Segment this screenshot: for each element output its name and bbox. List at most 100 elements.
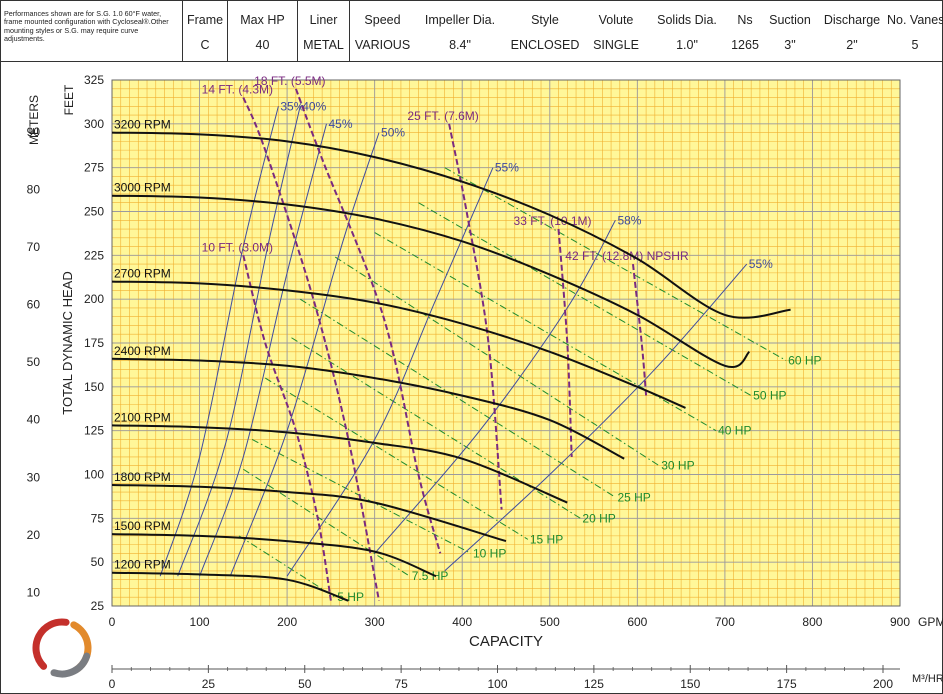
y-tick-label: 75 [91,511,105,525]
efficiency-label: 58% [617,213,641,227]
x-tick-label: 400 [452,615,472,629]
y2-tick-label: 70 [27,240,41,254]
spec-col-maxhp: Max HP 40 [227,0,297,61]
x2-tick-label: 50 [298,677,312,691]
y-tick-label: 300 [84,117,104,131]
y-tick-label: 150 [84,380,104,394]
y-unit-label: FEET [62,84,76,115]
speed-label: 3000 RPM [114,181,171,195]
spec-header: Liner [309,13,338,27]
spec-value: VARIOUS [354,38,411,52]
spec-col-discharge: Discharge 2" [817,0,887,61]
efficiency-label: 40% [302,99,326,113]
npshr-label: 42 FT. (12.8M) NPSHR [565,249,689,263]
npshr-curve [448,123,503,510]
y-tick-label: 275 [84,161,104,175]
x-axis-title: CAPACITY [469,633,543,650]
npshr-label: 25 FT. (7.6M) [407,109,478,123]
spec-table: Performances shown are for S.G. 1.0 60°F… [0,0,943,62]
power-label: 40 HP [718,424,751,438]
power-line [334,256,660,467]
efficiency-label: 45% [329,117,353,131]
spec-header: Ns [737,13,753,27]
spec-header: Max HP [240,13,285,27]
power-label: 5 HP [337,590,364,604]
y2-tick-label: 40 [27,413,41,427]
npshr-label: 18 FT. (5.5M) [254,74,325,88]
y-tick-label: 200 [84,292,104,306]
spec-col-frame: Frame C [182,0,227,61]
y2-tick-label: 90 [27,125,41,139]
power-label: 50 HP [753,389,786,403]
y2-tick-label: 30 [27,470,41,484]
x2-tick-label: 175 [777,677,797,691]
x-tick-label: 200 [277,615,297,629]
power-line [291,337,581,519]
spec-value: ENCLOSED [510,38,580,52]
y-tick-label: 25 [91,599,105,613]
speed-label: 2700 RPM [114,267,171,281]
spec-header: Speed [364,13,401,27]
x-tick-label: 300 [365,615,385,629]
spec-col-solids: Solids Dia. 1.0" [647,0,727,61]
speed-curve [111,357,625,460]
power-line [243,468,410,577]
spec-col-suction: Suction 3" [763,0,817,61]
x-tick-label: 900 [890,615,910,629]
spec-header: Impeller Dia. [424,13,496,27]
speed-curve [111,533,437,578]
x-tick-label: 500 [540,615,560,629]
spec-value: 2" [846,38,858,52]
x2-unit-label: M³/HR [912,673,943,685]
spec-value: 40 [255,38,270,52]
spec-value: 1265 [731,38,759,52]
efficiency-curve [199,123,327,577]
spec-col-speed: Speed VARIOUS [349,0,415,61]
speed-label: 3200 RPM [114,118,171,132]
y2-unit-label: METERS [27,95,41,145]
efficiency-label: 50% [381,126,405,140]
x2-tick-label: 75 [394,677,408,691]
spec-col-vanes: No. Vanes 5 [887,0,943,61]
power-label: 10 HP [473,546,506,560]
speed-label: 1800 RPM [114,470,171,484]
y2-tick-label: 60 [27,298,41,312]
spec-col-style: Style ENCLOSED [505,0,585,61]
npshr-curve [632,263,648,396]
npshr-curve [242,255,332,601]
power-line [238,535,336,598]
power-line [251,438,472,554]
spec-col-volute: Volute SINGLE [585,0,647,61]
y-axis-title: TOTAL DYNAMIC HEAD [60,271,75,415]
y-tick-label: 50 [91,555,105,569]
y2-tick-label: 80 [27,183,41,197]
power-label: 20 HP [582,511,615,525]
speed-label: 2100 RPM [114,410,171,424]
spec-col-liner: Liner METAL [297,0,349,61]
efficiency-curve [177,106,301,577]
y2-tick-label: 50 [27,355,41,369]
logo-arc-red [32,618,70,670]
power-label: 25 HP [617,490,650,504]
y-tick-label: 325 [84,73,104,87]
efficiency-label: 55% [749,257,773,271]
power-label: 60 HP [788,354,821,368]
x2-tick-label: 200 [873,677,893,691]
x2-tick-label: 150 [680,677,700,691]
spec-col-ns: Ns 1265 [727,0,763,61]
speed-curve [111,280,686,409]
power-label: 7.5 HP [412,569,449,583]
spec-header: Suction [769,13,811,27]
efficiency-curve [286,167,494,577]
npshr-curve [242,97,380,601]
spec-value: 3" [784,38,796,52]
x-tick-label: 700 [715,615,735,629]
y-tick-label: 225 [84,248,104,262]
speed-curve [111,571,349,602]
x-tick-label: 0 [109,615,116,629]
x2-tick-label: 0 [109,677,116,691]
power-line [299,298,616,498]
power-line [264,377,529,540]
speed-label: 2400 RPM [114,344,171,358]
y2-tick-label: 20 [27,528,41,542]
